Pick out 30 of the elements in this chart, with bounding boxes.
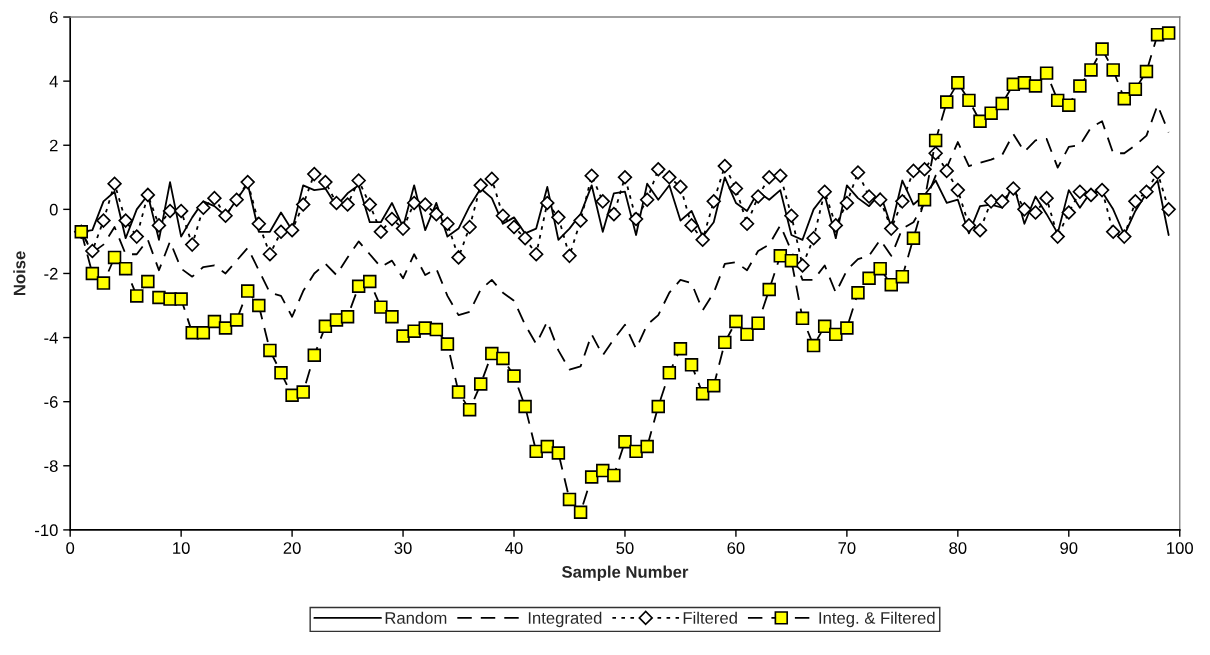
x-tick-label: 100 <box>1167 542 1193 554</box>
y-tick-label: -2 <box>44 267 58 280</box>
point <box>284 222 300 238</box>
y-tick-label: -10 <box>35 524 58 537</box>
y-axis-title: Noise <box>13 251 26 296</box>
legend-label: Random <box>385 611 447 624</box>
y-tick-label: 0 <box>49 203 58 216</box>
legend-label: Filtered <box>683 611 737 624</box>
point <box>229 192 244 207</box>
legend-label: Integrated <box>528 611 602 628</box>
x-tick-label: 30 <box>394 542 412 554</box>
x-tick-label: 90 <box>1060 542 1078 554</box>
y-tick-label: -8 <box>44 460 58 472</box>
x-tick-label: 20 <box>283 542 301 554</box>
y-tick-label: 2 <box>49 139 58 152</box>
x-tick-label: 0 <box>66 542 75 554</box>
x-tick-label: 40 <box>505 542 523 554</box>
x-tick-label: 80 <box>949 542 967 554</box>
x-tick-label: 50 <box>616 542 634 554</box>
x-axis-title: Sample Number <box>562 565 689 582</box>
x-tick-label: 10 <box>173 542 190 554</box>
y-tick-label: 4 <box>49 75 58 88</box>
y-tick-label: 6 <box>49 11 58 24</box>
point <box>140 187 156 203</box>
y-tick-label: -4 <box>44 332 58 344</box>
point <box>218 208 233 223</box>
y-tick-label: -6 <box>44 396 58 408</box>
x-tick-label: 70 <box>838 542 856 554</box>
legend-label: Integ. & Filtered <box>819 611 935 628</box>
x-tick-label: 60 <box>727 542 745 554</box>
